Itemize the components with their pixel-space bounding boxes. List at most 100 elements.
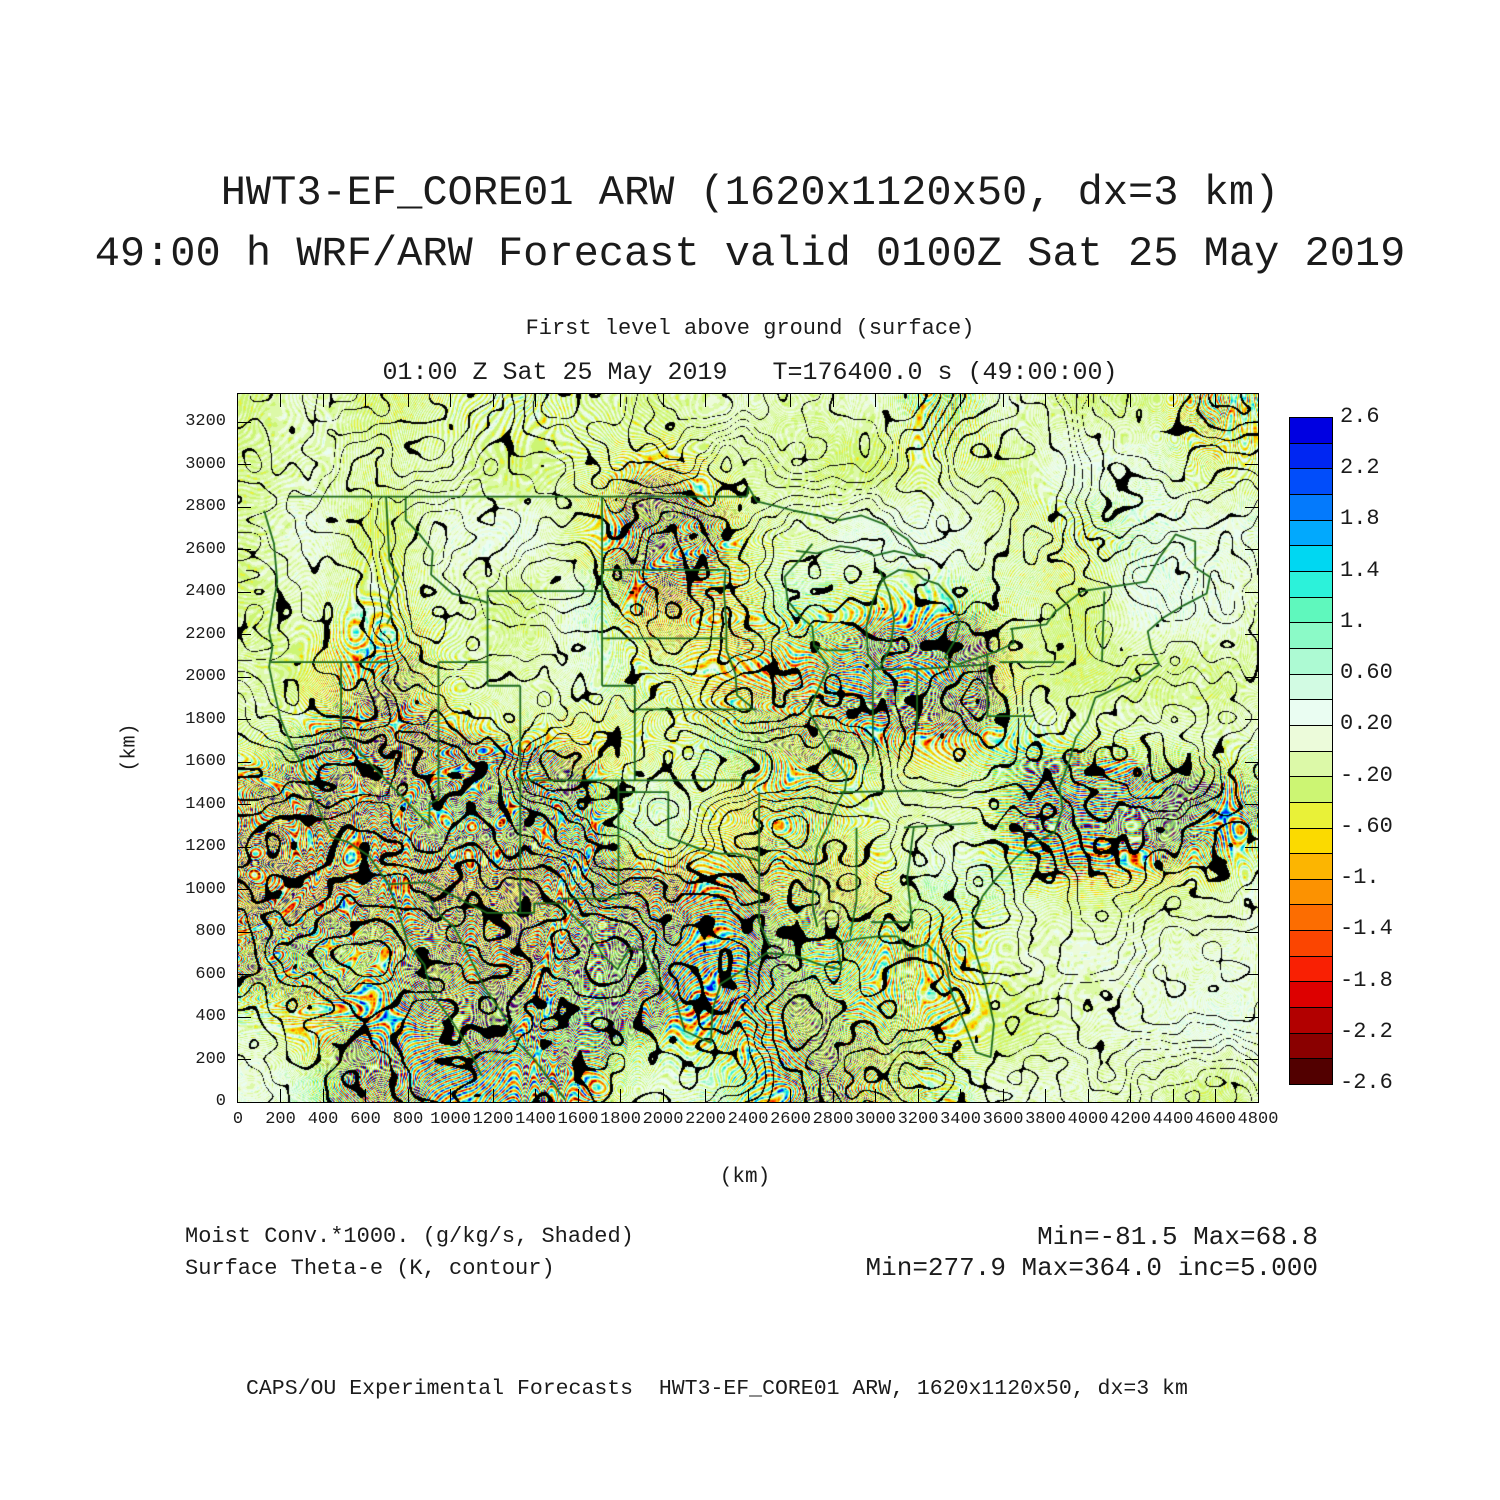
x-axis-tick-label: 2000 <box>642 1110 684 1129</box>
y-axis-tick-label: 1200 <box>185 837 226 856</box>
x-axis-tick <box>450 1089 451 1102</box>
y-axis-tick <box>1245 676 1258 678</box>
x-axis-tick-label: 2600 <box>770 1110 811 1129</box>
x-axis-tick <box>492 394 494 407</box>
y-axis-tick <box>238 761 251 763</box>
colorbar-cell <box>1290 956 1332 983</box>
y-axis-tick <box>1245 804 1258 805</box>
y-axis-tick <box>238 889 251 890</box>
x-axis-tick <box>917 1089 919 1102</box>
y-axis-tick <box>238 591 251 593</box>
y-axis-tick <box>238 464 251 465</box>
y-axis-tick <box>1245 1016 1258 1018</box>
y-axis-tick <box>238 804 251 805</box>
x-axis-tick <box>577 1089 579 1102</box>
colorbar-tick-label: -.60 <box>1340 813 1393 839</box>
y-axis-tick <box>238 719 251 720</box>
x-axis-tick-label: 4400 <box>1152 1110 1194 1129</box>
x-axis-tick <box>1172 394 1174 407</box>
colorbar-cell <box>1290 520 1332 547</box>
y-axis-tick <box>238 421 251 423</box>
x-axis-tick <box>450 394 451 407</box>
x-axis-tick-label: 3800 <box>1025 1110 1066 1129</box>
colorbar-tick-label: -1. <box>1340 865 1380 891</box>
x-axis-tick-label: 200 <box>265 1110 296 1129</box>
x-axis-tick <box>492 1089 494 1102</box>
y-axis-tick <box>1245 464 1258 465</box>
y-axis-tick-label: 2600 <box>185 539 226 559</box>
y-axis-tick-label: 200 <box>195 1049 226 1069</box>
x-axis-tick-label: 3000 <box>855 1110 896 1129</box>
x-axis-tick <box>1087 394 1089 407</box>
x-axis-tick <box>365 394 366 407</box>
x-axis-tick <box>1215 1089 1216 1102</box>
map-plot-area <box>237 393 1259 1103</box>
colorbar-cell <box>1290 443 1332 470</box>
x-axis-tick <box>1002 394 1004 407</box>
x-axis-tick-label: 800 <box>392 1110 424 1129</box>
y-axis-tick <box>238 506 251 508</box>
level-label: First level above ground (surface) <box>525 316 975 341</box>
colorbar-cell <box>1290 546 1332 572</box>
x-axis-tick <box>620 1089 621 1102</box>
x-axis-tick <box>705 1089 706 1102</box>
colorbar-tick-label: -2.2 <box>1340 1018 1393 1044</box>
x-axis-tick <box>280 1089 281 1102</box>
x-axis-tick <box>407 1089 409 1102</box>
x-axis-tick <box>1045 1089 1046 1102</box>
x-axis-tick <box>620 394 621 407</box>
colorbar-tick-label: -2.6 <box>1340 1070 1393 1095</box>
y-axis-tick <box>238 1059 251 1060</box>
colorbar-cell <box>1290 1008 1332 1034</box>
colorbar-cell <box>1290 777 1332 803</box>
y-axis-tick <box>238 931 251 933</box>
x-axis-tick-label: 4800 <box>1237 1110 1279 1129</box>
colorbar-tick-label: 1. <box>1340 608 1367 634</box>
y-axis-tick-label: 2800 <box>185 497 226 516</box>
x-axis-tick <box>790 1089 791 1102</box>
x-axis-tick <box>960 394 961 407</box>
x-axis-tick <box>832 394 834 407</box>
y-axis-tick-label: 3200 <box>185 412 226 431</box>
x-axis-tick-label: 4200 <box>1110 1110 1151 1129</box>
colorbar-cell <box>1290 905 1332 932</box>
x-axis-tick <box>1087 1089 1089 1102</box>
colorbar-cell <box>1290 751 1332 778</box>
y-axis-tick <box>1245 634 1258 635</box>
y-axis-tick <box>1245 761 1258 763</box>
y-axis-tick <box>1245 719 1258 720</box>
y-axis-tick <box>1245 974 1258 975</box>
y-axis-tick <box>1245 591 1258 593</box>
y-axis-tick-label: 800 <box>195 922 226 941</box>
x-axis-tick-label: 1000 <box>430 1110 471 1129</box>
legend-shaded-field: Moist Conv.*1000. (g/kg/s, Shaded) <box>185 1224 634 1249</box>
colorbar-cell <box>1290 725 1332 752</box>
colorbar-cell <box>1290 469 1332 495</box>
x-axis-tick <box>1130 394 1131 407</box>
x-axis-tick <box>407 394 409 407</box>
y-axis-tick <box>238 634 251 635</box>
x-axis-tick <box>747 1089 749 1102</box>
colorbar-cell <box>1290 931 1332 957</box>
x-axis-tick-label: 2400 <box>727 1110 769 1129</box>
colorbar-tick-label: 2.6 <box>1340 404 1380 429</box>
y-axis-tick <box>238 974 251 975</box>
y-axis-tick-label: 2400 <box>185 582 226 601</box>
colorbar-cell <box>1290 623 1332 649</box>
y-axis-tick-label: 1600 <box>185 752 226 771</box>
y-axis-tick-label: 3000 <box>185 454 226 474</box>
x-axis-tick-label: 400 <box>307 1110 339 1129</box>
x-axis-tick-label: 600 <box>350 1110 381 1129</box>
x-axis-tick-label: 2200 <box>685 1110 726 1129</box>
x-axis-tick-label: 3600 <box>982 1110 1024 1129</box>
y-axis-tick <box>238 676 251 678</box>
x-axis-tick <box>875 1089 876 1102</box>
x-axis-tick <box>875 394 876 407</box>
colorbar-cell <box>1290 571 1332 598</box>
y-axis-tick <box>238 1016 251 1018</box>
x-axis-tick <box>1215 394 1216 407</box>
x-axis-tick <box>535 394 536 407</box>
y-axis-tick <box>238 549 251 550</box>
x-axis-tick-label: 4600 <box>1195 1110 1236 1129</box>
